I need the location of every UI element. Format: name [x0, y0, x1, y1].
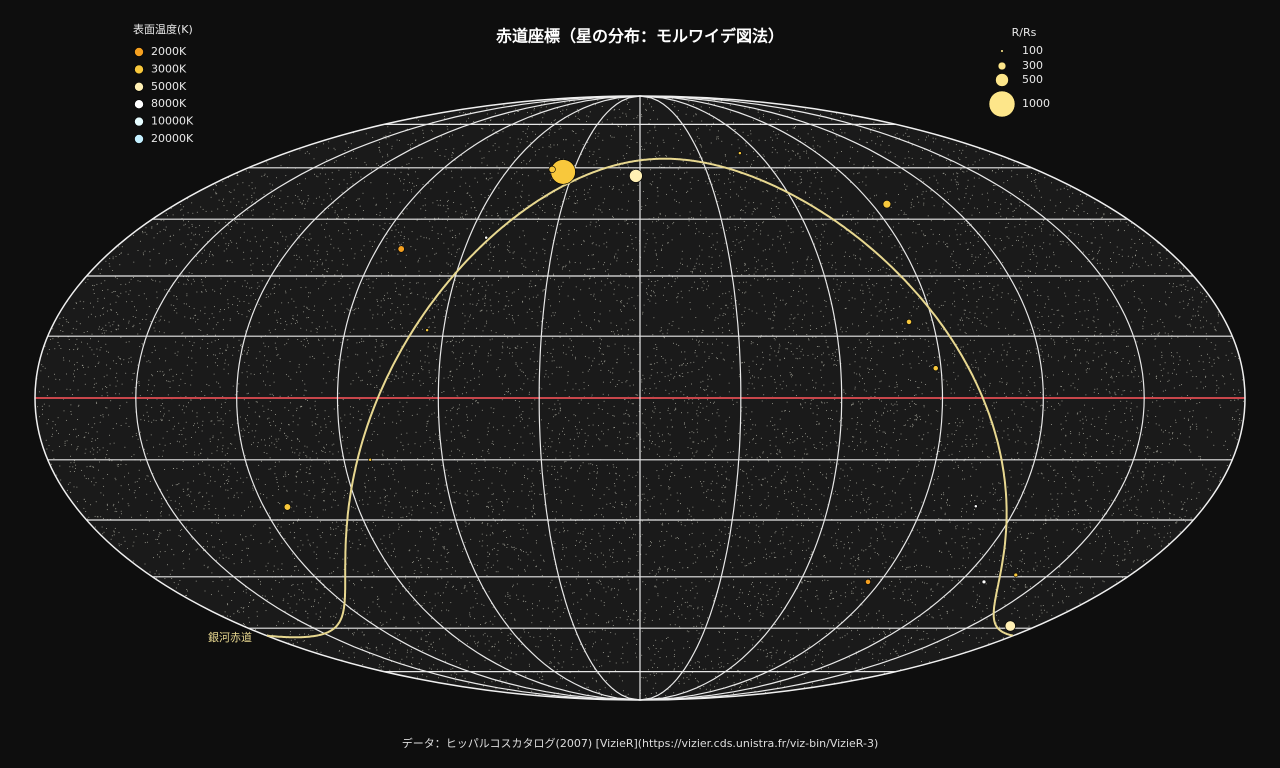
- star: [1004, 620, 1016, 632]
- temperature-legend-title: 表面温度(K): [133, 22, 193, 36]
- star: [484, 235, 489, 240]
- star: [548, 165, 556, 173]
- temperature-label: 2000K: [151, 45, 187, 58]
- meridian: [639, 95, 944, 701]
- size-swatch: [988, 90, 1016, 118]
- galactic-label: 銀河赤道: [208, 630, 252, 644]
- star: [283, 503, 291, 511]
- star: [397, 245, 405, 253]
- temperature-label: 8000K: [151, 97, 187, 110]
- temperature-label: 5000K: [151, 80, 187, 93]
- temperature-label: 3000K: [151, 62, 187, 75]
- temperature-label: 20000K: [151, 132, 194, 145]
- size-label: 500: [1022, 73, 1043, 86]
- temperature-swatch: [134, 99, 144, 109]
- meridian: [437, 95, 641, 701]
- size-label: 300: [1022, 59, 1043, 72]
- temperature-swatch: [134, 47, 144, 57]
- meridian: [639, 95, 1044, 701]
- meridian: [639, 95, 742, 701]
- star: [932, 365, 939, 372]
- size-swatch: [995, 73, 1009, 87]
- meridian: [639, 95, 1145, 701]
- temperature-swatch: [134, 116, 144, 127]
- meridian: [236, 95, 641, 701]
- meridian: [336, 95, 641, 701]
- size-label: 1000: [1022, 97, 1050, 110]
- star: [425, 328, 429, 332]
- size-swatch: [1000, 49, 1004, 53]
- star: [973, 504, 978, 509]
- footer: データ：ヒッパルコスカタログ(2007) [VizieR](https://vi…: [402, 736, 879, 750]
- galactic-equator: [638, 157, 1014, 637]
- faint-stars: [34, 95, 1244, 700]
- temperature-swatch: [134, 64, 144, 75]
- star: [629, 169, 643, 183]
- star: [906, 318, 912, 325]
- star: [738, 151, 742, 155]
- size-legend-title: R/Rs: [1012, 26, 1037, 39]
- chart-title: 赤道座標（星の分布：モルワイデ図法）: [496, 27, 784, 46]
- star: [368, 457, 373, 462]
- star: [882, 200, 892, 209]
- temperature-swatch: [134, 82, 144, 92]
- size-swatch: [997, 61, 1007, 71]
- sky-border: [34, 95, 1246, 701]
- temperature-swatch: [134, 134, 144, 144]
- star: [1013, 572, 1019, 578]
- temperature-label: 10000K: [151, 115, 194, 128]
- meridian: [639, 95, 843, 701]
- star: [865, 579, 871, 585]
- star: [981, 579, 987, 585]
- size-label: 100: [1022, 44, 1043, 57]
- meridian: [135, 95, 641, 701]
